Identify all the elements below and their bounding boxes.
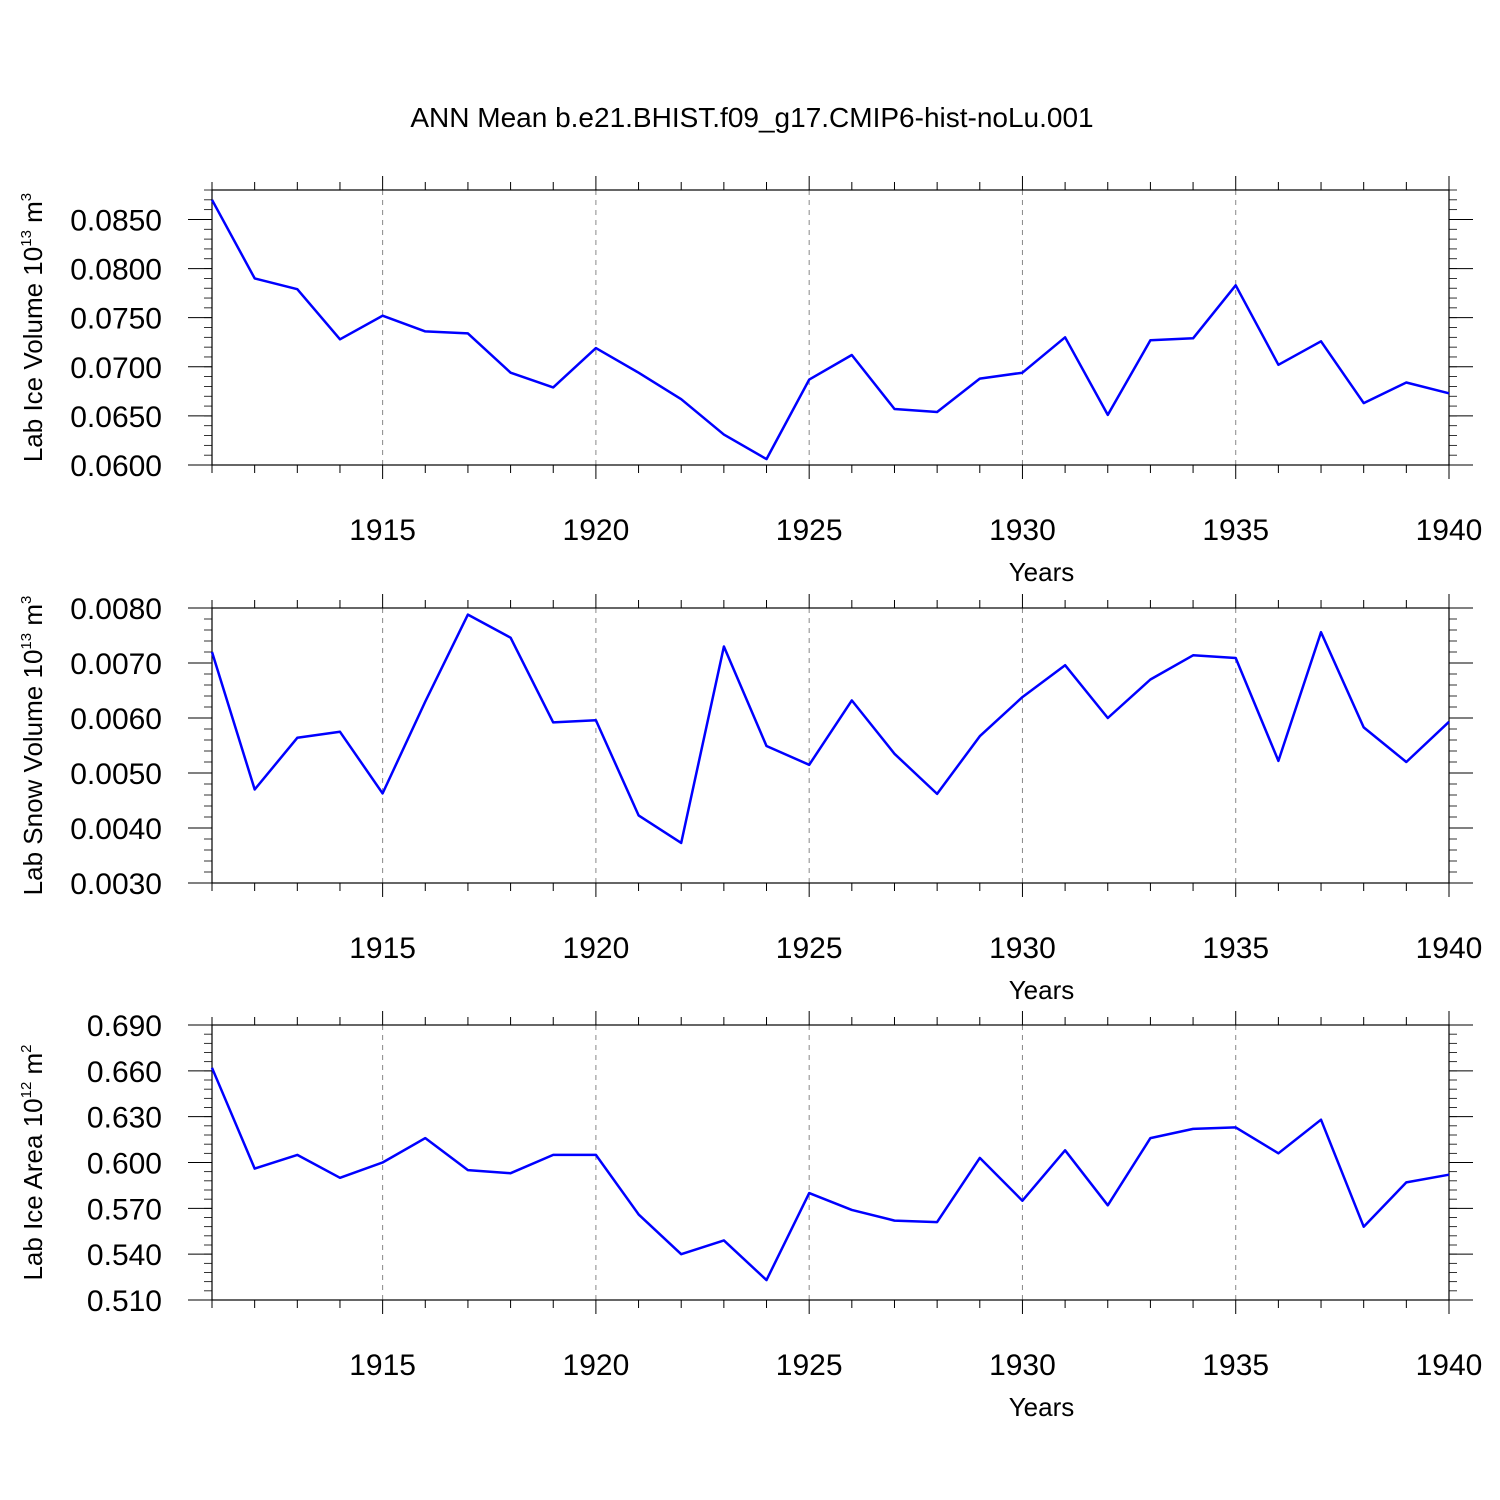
y-axis-title: Lab Ice Volume 1013 m3 (18, 193, 48, 462)
x-axis-title: Years (1009, 557, 1075, 587)
y-tick-label: 0.0050 (70, 758, 162, 791)
x-tick-label: 1915 (349, 932, 416, 965)
x-tick-label: 1935 (1202, 932, 1269, 965)
y-tick-label: 0.600 (87, 1148, 162, 1181)
y-tick-label: 0.660 (87, 1056, 162, 1089)
series-line (210, 199, 1450, 461)
x-tick-label: 1925 (776, 932, 843, 965)
plot-frame (211, 1024, 1450, 1301)
y-tick-label: 0.0070 (70, 648, 162, 681)
y-tick-label: 0.630 (87, 1102, 162, 1135)
panel-3: 0.510 0.540 0.570 0.600 0.630 0.660 0.690 1915 1… (18, 1010, 1482, 1422)
chart-title: ANN Mean b.e21.BHIST.f09_g17.CMIP6-hist-… (410, 102, 1093, 133)
y-tick-label: 0.0650 (70, 401, 162, 434)
x-tick-label: 1915 (349, 514, 416, 547)
y-tick-label: 0.0030 (70, 868, 162, 901)
y-tick-label: 0.0750 (70, 303, 162, 336)
y-tick-label: 0.0800 (70, 254, 162, 287)
plot-frame (211, 189, 1450, 466)
y-tick-label: 0.0700 (70, 352, 162, 385)
x-tick-label: 1935 (1202, 514, 1269, 547)
y-tick-label: 0.510 (87, 1285, 162, 1318)
y-tick-label: 0.0060 (70, 703, 162, 736)
x-axis-title: Years (1009, 1392, 1075, 1422)
x-tick-label: 1925 (776, 1349, 843, 1382)
y-tick-label: 0.0080 (70, 593, 162, 626)
x-axis-title: Years (1009, 975, 1075, 1005)
y-axis-title: Lab Snow Volume 1013 m3 (18, 596, 48, 896)
y-tick-label: 0.690 (87, 1010, 162, 1043)
x-tick-label: 1930 (989, 514, 1056, 547)
x-tick-label: 1920 (563, 932, 630, 965)
y-tick-label: 0.570 (87, 1193, 162, 1226)
x-tick-label: 1920 (563, 1349, 630, 1382)
series-line (210, 613, 1450, 845)
x-tick-label: 1925 (776, 514, 843, 547)
x-tick-label: 1920 (563, 514, 630, 547)
x-tick-label: 1930 (989, 932, 1056, 965)
y-tick-label: 0.540 (87, 1239, 162, 1272)
x-tick-label: 1940 (1416, 932, 1483, 965)
x-tick-label: 1915 (349, 1349, 416, 1382)
x-tick-label: 1940 (1416, 514, 1483, 547)
x-tick-label: 1935 (1202, 1349, 1269, 1382)
y-axis-title: Lab Ice Area 1012 m2 (18, 1044, 48, 1280)
x-tick-label: 1930 (989, 1349, 1056, 1382)
y-tick-label: 0.0850 (70, 204, 162, 237)
y-tick-label: 0.0040 (70, 813, 162, 846)
x-tick-label: 1940 (1416, 1349, 1483, 1382)
series-line (210, 1067, 1450, 1282)
y-tick-label: 0.0600 (70, 450, 162, 483)
panel-1: 0.0600 0.0650 0.0700 0.0750 0.0800 0.0850 1915… (18, 176, 1482, 587)
panel-2: 0.0030 0.0040 0.0050 0.0060 0.0070 0.0080 1915… (18, 593, 1482, 1005)
plot-frame (211, 607, 1450, 884)
